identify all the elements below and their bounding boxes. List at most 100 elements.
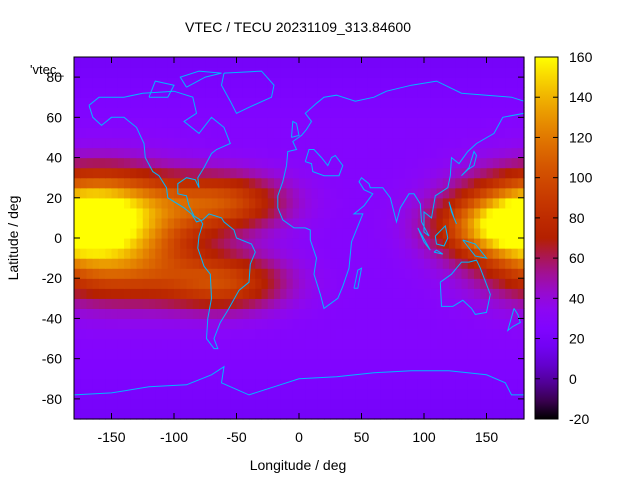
heatmap-cell [142, 167, 150, 179]
heatmap-cell [486, 227, 494, 239]
heatmap-cell [411, 388, 419, 400]
heatmap-cell [280, 117, 288, 128]
heatmap-cell [386, 107, 394, 118]
heatmap-cell [342, 258, 350, 269]
heatmap-cell [217, 278, 225, 289]
heatmap-cell [161, 328, 169, 340]
heatmap-cell [330, 217, 338, 229]
heatmap-cell [392, 318, 400, 330]
heatmap-cell [267, 378, 275, 390]
heatmap-cell [499, 157, 506, 169]
heatmap-cell [192, 388, 200, 400]
heatmap-cell [255, 268, 263, 279]
heatmap-cell [336, 248, 344, 259]
heatmap-cell [255, 87, 263, 98]
heatmap-cell [111, 117, 119, 128]
heatmap-cell [417, 97, 425, 108]
heatmap-cell [217, 348, 225, 360]
heatmap-cell [199, 127, 206, 139]
heatmap-cell [174, 238, 181, 249]
heatmap-cell [399, 217, 406, 229]
heatmap-cell [330, 67, 338, 78]
heatmap-cell [467, 368, 475, 380]
heatmap-cell [236, 338, 244, 350]
heatmap-cell [480, 227, 488, 239]
heatmap-cell [499, 398, 506, 410]
heatmap-cell [467, 268, 475, 279]
heatmap-cell [180, 368, 188, 380]
heatmap-cell [411, 87, 419, 98]
heatmap-cell [74, 227, 81, 239]
heatmap-cell [511, 408, 519, 420]
heatmap-cell [111, 207, 119, 219]
heatmap-cell [149, 238, 156, 249]
heatmap-cell [224, 97, 231, 108]
heatmap-cell [192, 97, 200, 108]
heatmap-cell [99, 167, 106, 179]
heatmap-cell [242, 248, 250, 259]
heatmap-cell [492, 77, 500, 88]
y-tick-label: 40 [46, 150, 62, 166]
heatmap-cell [517, 87, 525, 98]
heatmap-cell [455, 308, 463, 320]
heatmap-cell [449, 217, 456, 229]
heatmap-cell [99, 368, 106, 380]
heatmap-cell [299, 368, 306, 380]
heatmap-cell [461, 147, 469, 159]
heatmap-cell [436, 398, 444, 410]
heatmap-cell [236, 278, 244, 289]
heatmap-cell [99, 248, 106, 259]
heatmap-cell [474, 338, 481, 350]
heatmap-cell [442, 268, 450, 279]
heatmap-cell [124, 107, 131, 118]
heatmap-cell [486, 67, 494, 78]
heatmap-cell [424, 318, 431, 330]
heatmap-cell [461, 227, 469, 239]
heatmap-cell [130, 147, 138, 159]
coastline [73, 365, 524, 396]
heatmap-cell [361, 147, 369, 159]
heatmap-cell [211, 368, 219, 380]
heatmap-cell [436, 97, 444, 108]
heatmap-cell [174, 388, 181, 400]
heatmap-cell [149, 248, 156, 259]
heatmap-cell [311, 258, 319, 269]
heatmap-cell [105, 378, 113, 390]
heatmap-cell [186, 227, 194, 239]
heatmap-cell [86, 57, 94, 68]
heatmap-cell [492, 388, 500, 400]
heatmap-cell [280, 328, 288, 340]
heatmap-cell [286, 197, 294, 209]
heatmap-cell [399, 388, 406, 400]
heatmap-cell [436, 127, 444, 139]
heatmap-cell [236, 288, 244, 299]
heatmap-cell [274, 137, 281, 149]
heatmap-cell [336, 157, 344, 169]
heatmap-cell [211, 388, 219, 400]
heatmap-cell [317, 107, 325, 118]
heatmap-cell [280, 197, 288, 209]
heatmap-cell [292, 167, 300, 179]
colorbar [534, 56, 559, 420]
heatmap-cell [192, 398, 200, 410]
heatmap-cell [367, 207, 375, 219]
heatmap-cell [80, 348, 88, 360]
heatmap-cell [411, 77, 419, 88]
heatmap-cell [255, 388, 263, 400]
heatmap-cell [317, 87, 325, 98]
heatmap-cell [386, 408, 394, 420]
heatmap-cell [236, 147, 244, 159]
heatmap-cell [124, 207, 131, 219]
heatmap-cell [249, 258, 256, 269]
heatmap-cell [217, 338, 225, 350]
heatmap-cell [86, 77, 94, 88]
heatmap-cell [317, 278, 325, 289]
heatmap-cell [174, 248, 181, 259]
heatmap-cell [392, 368, 400, 380]
heatmap-cell [499, 207, 506, 219]
heatmap-cell [361, 197, 369, 209]
heatmap-cell [224, 157, 231, 169]
colorbar-tick-label: 100 [569, 170, 593, 186]
heatmap-cell [480, 288, 488, 299]
heatmap-cell [355, 238, 363, 249]
